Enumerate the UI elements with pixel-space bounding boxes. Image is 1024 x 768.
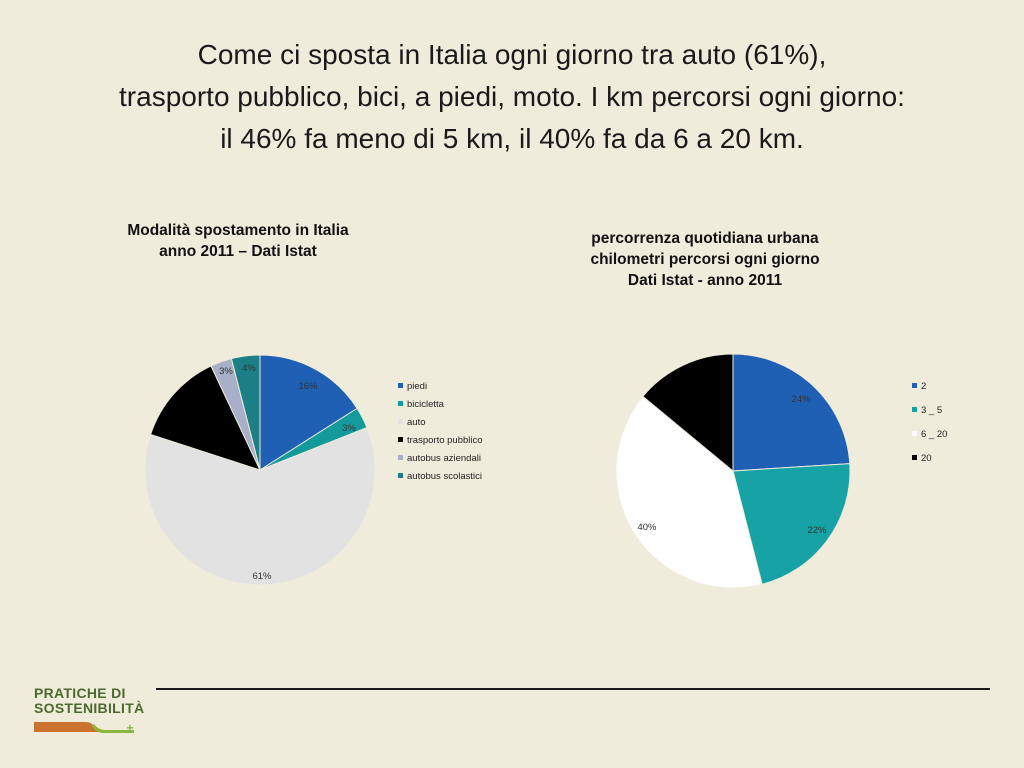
logo: PRATICHE DI SOSTENIBILITÀ + [34,686,150,740]
chart1-slice-autobus-aziendali [210,358,261,471]
chart2-slice-6-20 [615,395,763,589]
chart1-legend-item: auto [398,417,426,429]
legend-label: auto [407,417,426,428]
chart2-legend-item: 2 [912,381,926,393]
chart1-slice-autobus-scolastici [230,354,261,471]
legend-swatch [398,419,403,424]
chart1-title: Modalità spostamento in Italia anno 2011… [88,220,388,262]
chart1-slice-auto [144,427,376,586]
chart1-legend-item: piedi [398,381,427,393]
chart2-data-label: 22% [807,525,827,536]
chart1-data-label: 3% [219,366,233,377]
chart1-data-label: 4% [242,363,256,374]
slide-title-line-3: il 46% fa meno di 5 km, il 40% fa da 6 a… [220,123,804,154]
legend-label: 20 [921,453,932,464]
legend-label: bicicletta [407,399,444,410]
legend-swatch [398,401,403,406]
legend-swatch [912,431,917,436]
chart2-data-label: 40% [637,522,657,533]
chart2-legend: 2 3 _ 5 6 _ 20 20 [912,381,992,481]
legend-label: piedi [407,381,428,392]
chart1-legend-item: bicicletta [398,399,444,411]
legend-label: autobus scolastici [407,471,482,482]
chart1-slice-piedi [259,354,358,471]
chart2-legend-item: 20 [912,453,932,465]
legend-swatch [912,455,917,460]
footer-divider [156,688,990,690]
chart1-slice-bicicletta [259,407,368,471]
chart2-title: percorrenza quotidiana urbana chilometri… [555,228,855,291]
chart1-title-line-2: anno 2011 – Dati Istat [159,243,317,260]
slide-title-line-2: trasporto pubblico, bici, a piedi, moto.… [119,81,905,112]
chart2-slice-3-5 [732,463,851,585]
legend-swatch [912,407,917,412]
logo-line-1: PRATICHE DI [34,685,126,701]
chart1-data-label: 16% [298,381,318,392]
chart1-data-label: 61% [252,571,272,582]
chart2-data-label: 24% [791,394,811,405]
legend-swatch [398,473,403,478]
legend-swatch [398,437,403,442]
chart2-title-line-1: percorrenza quotidiana urbana [591,230,819,247]
chart2-legend-item: 6 _ 20 [912,429,947,441]
chart1-legend-item: trasporto pubblico [398,435,483,447]
chart1-title-line-1: Modalità spostamento in Italia [127,222,349,239]
legend-swatch [398,455,403,460]
legend-label: autobus aziendali [407,453,481,464]
slide-title-line-1: Come ci sposta in Italia ogni giorno tra… [197,39,827,70]
legend-label: 6 _ 20 [921,429,948,440]
legend-label: 2 [921,381,927,392]
slide-title: Come ci sposta in Italia ogni giorno tra… [30,34,994,160]
chart1-slice-trasporto-pubblico [149,365,261,471]
chart1-legend-item: autobus scolastici [398,471,482,483]
chart2-slice-20 [642,353,734,473]
chart2-slice-2 [732,353,851,472]
legend-swatch [912,383,917,388]
legend-label: trasporto pubblico [407,435,483,446]
legend-label: 3 _ 5 [921,405,943,416]
svg-text:+: + [126,721,133,734]
logo-road-icon: + [34,721,134,734]
chart2-legend-item: 3 _ 5 [912,405,942,417]
chart2-title-line-3: Dati Istat - anno 2011 [627,272,783,289]
chart1-data-label: 3% [342,423,356,434]
chart2-title-line-2: chilometri percorsi ogni giorno [590,251,820,268]
logo-line-2: SOSTENIBILITÀ [34,700,145,716]
legend-swatch [398,383,403,388]
chart1-legend-item: autobus aziendali [398,453,481,465]
chart1-legend: piedi bicicletta auto trasporto pubblico aut… [398,381,518,491]
